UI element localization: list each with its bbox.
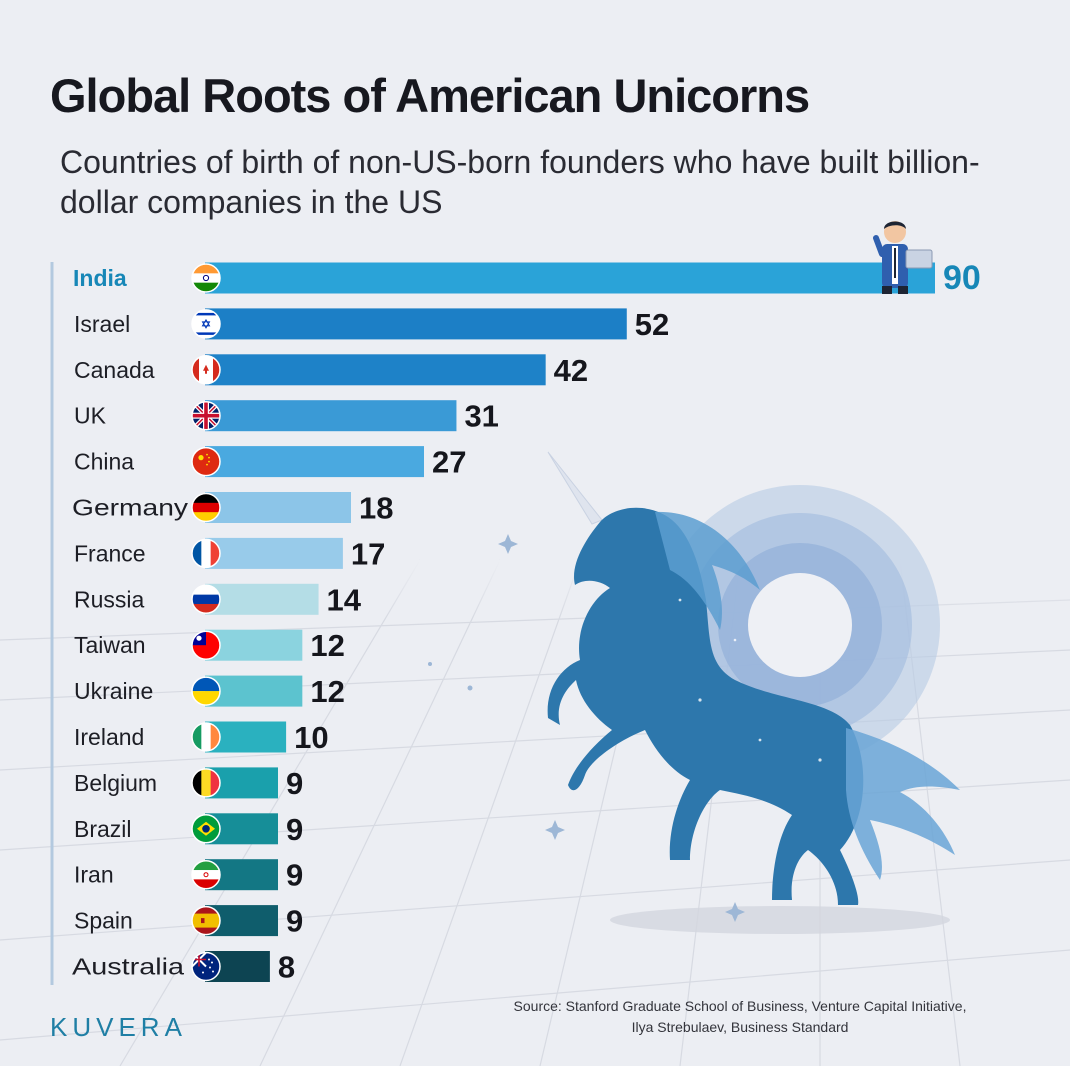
bar-taiwan	[205, 629, 303, 661]
bar-china	[205, 446, 424, 478]
category-label: India	[73, 265, 127, 291]
value-label: 18	[359, 491, 393, 526]
bar-ukraine	[205, 675, 303, 707]
category-label: Ukraine	[74, 678, 153, 704]
founder-with-laptop-illustration	[873, 221, 933, 294]
category-label: Canada	[74, 357, 155, 383]
bar-russia	[205, 583, 319, 615]
bar-row-canada: Canada 42	[74, 353, 588, 388]
sparkles	[428, 534, 745, 922]
taiwan-flag-icon	[191, 630, 221, 660]
value-label: 9	[286, 812, 303, 847]
value-label: 27	[432, 445, 466, 480]
category-label: Brazil	[74, 816, 132, 842]
israel-flag-icon	[191, 309, 221, 339]
bar-row-taiwan: Taiwan 12	[74, 628, 345, 663]
ukraine-flag-icon	[191, 676, 221, 706]
value-label: 9	[286, 858, 303, 893]
bar-uk	[205, 400, 457, 432]
china-flag-icon	[191, 446, 221, 477]
category-label: France	[74, 540, 146, 566]
category-label: Israel	[74, 311, 130, 337]
russia-flag-icon	[191, 584, 221, 615]
bar-row-iran: Iran 9	[74, 858, 303, 893]
category-label: Belgium	[74, 770, 157, 796]
brazil-flag-icon	[191, 814, 221, 844]
category-label: Ireland	[74, 724, 144, 750]
bar-france	[205, 537, 343, 569]
source-note: Source: Stanford Graduate School of Busi…	[440, 996, 1040, 1038]
category-label: UK	[74, 403, 107, 429]
category-label: Spain	[74, 908, 133, 934]
india-flag-icon	[191, 263, 221, 293]
bar-canada	[205, 354, 546, 386]
category-label: Iran	[74, 862, 114, 888]
category-label: Germany	[72, 495, 189, 521]
spain-flag-icon	[191, 905, 221, 936]
value-label: 90	[943, 259, 981, 297]
bar-row-ireland: Ireland 10	[74, 720, 329, 755]
value-label: 10	[294, 720, 328, 755]
germany-flag-icon	[191, 492, 221, 523]
iran-flag-icon	[191, 859, 221, 890]
belgium-flag-icon	[191, 768, 221, 798]
value-label: 14	[327, 582, 362, 617]
bar-israel	[205, 308, 627, 340]
value-label: 42	[554, 353, 588, 388]
canada-flag-icon	[191, 355, 221, 385]
bar-row-russia: Russia 14	[74, 582, 362, 617]
bar-row-spain: Spain 9	[74, 904, 303, 939]
bar-india	[205, 262, 935, 294]
source-line-1: Source: Stanford Graduate School of Busi…	[513, 998, 967, 1014]
value-label: 8	[278, 950, 295, 985]
uk-flag-icon	[191, 400, 221, 431]
bar-row-australia: Australia 8	[72, 950, 295, 985]
category-label: Russia	[74, 586, 145, 612]
france-flag-icon	[191, 538, 221, 569]
bar-row-france: France 17	[74, 536, 385, 571]
chart-subtitle: Countries of birth of non-US-born founde…	[60, 144, 980, 220]
value-label: 12	[310, 628, 344, 663]
category-label: Australia	[72, 954, 184, 980]
value-label: 9	[286, 766, 303, 801]
bar-row-brazil: Brazil 9	[74, 812, 303, 847]
bar-germany	[205, 492, 351, 523]
bar-row-china: China 27	[74, 445, 466, 480]
bar-row-india: India 90	[73, 259, 981, 297]
value-label: 12	[310, 674, 344, 709]
bar-row-belgium: Belgium 9	[74, 766, 303, 801]
unicorn-shadow	[610, 906, 950, 934]
value-label: 17	[351, 536, 385, 571]
bar-row-uk: UK 31	[74, 399, 499, 434]
value-label: 31	[464, 399, 498, 434]
australia-flag-icon	[191, 951, 221, 982]
source-line-2: Ilya Strebulaev, Business Standard	[631, 1019, 849, 1035]
bar-row-germany: Germany 18	[72, 491, 393, 526]
chart-title: Global Roots of American Unicorns	[50, 69, 810, 122]
value-label: 52	[635, 307, 669, 342]
unicorn-illustration	[547, 451, 960, 905]
category-label: Taiwan	[74, 632, 146, 658]
category-label: China	[74, 449, 134, 475]
bar-row-israel: Israel 52	[74, 307, 669, 342]
kuvera-logo: KUVERA	[50, 1012, 187, 1042]
value-label: 9	[286, 904, 303, 939]
ireland-flag-icon	[191, 722, 221, 752]
bar-row-ukraine: Ukraine 12	[74, 674, 345, 709]
